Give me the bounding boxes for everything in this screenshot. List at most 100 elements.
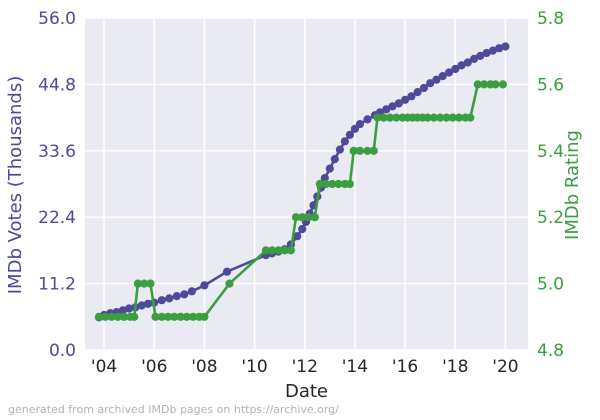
x-tick: '18 [442, 357, 468, 377]
imdb-votes-thousands-marker [470, 54, 479, 64]
imdb-rating-marker [448, 113, 457, 122]
imdb-votes-thousands-marker [143, 299, 153, 308]
imdb-votes-thousands-marker [444, 68, 454, 77]
imdb-rating-marker [130, 312, 139, 321]
imdb-votes-thousands-marker [325, 164, 334, 173]
imdb-rating-marker [373, 113, 382, 122]
imdb-rating-marker [322, 179, 331, 189]
imdb-rating-marker [369, 146, 378, 155]
imdb-votes-thousands-marker [165, 294, 174, 303]
imdb-rating-marker [163, 312, 173, 321]
imdb-rating-marker [101, 312, 110, 321]
imdb-rating-marker [113, 312, 122, 321]
imdb-rating-marker [182, 312, 191, 321]
imdb-votes-thousands-marker [407, 92, 416, 101]
plot-background [85, 18, 528, 350]
imdb-rating-marker [261, 246, 270, 255]
imdb-rating-marker [498, 80, 507, 89]
imdb-rating-marker [480, 80, 489, 89]
imdb-rating-marker [146, 279, 155, 288]
imdb-votes-thousands-marker [501, 42, 510, 51]
imdb-rating-marker [291, 213, 301, 222]
imdb-rating-marker [334, 179, 343, 189]
y-tick-right: 4.8 [537, 341, 564, 361]
imdb-rating-marker [473, 80, 482, 89]
imdb-votes-thousands-marker [355, 120, 364, 129]
imdb-votes-thousands-marker [488, 46, 497, 55]
imdb-votes-thousands-marker [419, 83, 428, 93]
source-caption: generated from archived IMDb pages on ht… [8, 403, 339, 416]
imdb-votes-thousands-marker [330, 155, 339, 164]
imdb-rating-marker [429, 113, 438, 122]
imdb-votes-thousands-marker [363, 115, 372, 124]
y-axis-label-left: IMDb Votes (Thousands) [5, 75, 26, 295]
imdb-votes-thousands-marker [463, 58, 472, 67]
imdb-rating-marker [345, 179, 354, 189]
imdb-rating-marker [94, 312, 104, 321]
y-tick-left: 33.6 [38, 142, 76, 162]
imdb-votes-thousands-marker [187, 287, 196, 296]
imdb-votes-thousands-marker [200, 281, 209, 290]
y-axis-label-right: IMDb Rating [562, 130, 583, 240]
imdb-votes-thousands-marker [388, 102, 397, 111]
imdb-rating-marker [328, 179, 337, 189]
imdb-rating-marker [466, 113, 475, 122]
y-tick-left: 44.8 [38, 75, 76, 95]
imdb-rating-marker [140, 279, 149, 288]
imdb-rating-marker [392, 113, 401, 122]
imdb-rating-marker [355, 146, 364, 155]
x-tick: '10 [241, 357, 267, 377]
imdb-votes-thousands-marker [340, 137, 349, 146]
imdb-rating-marker [225, 279, 234, 288]
y-tick-right: 5.8 [537, 9, 564, 29]
imdb-votes-thousands-marker [482, 48, 491, 58]
imdb-votes-thousands-marker [298, 225, 307, 234]
y-tick-left: 56.0 [38, 9, 76, 29]
imdb-rating-marker [454, 113, 464, 122]
y-tick-left: 22.4 [38, 208, 76, 228]
imdb-votes-thousands-marker [426, 79, 435, 88]
imdb-rating-marker [423, 113, 432, 122]
imdb-rating-marker [310, 213, 319, 222]
imdb-votes-thousands-marker [394, 99, 403, 108]
imdb-rating-marker [107, 312, 116, 321]
x-tick: '04 [91, 357, 117, 377]
imdb-votes-thousands-marker [438, 72, 447, 81]
x-tick: '16 [392, 357, 418, 377]
imdb-votes-thousands-marker [118, 306, 127, 315]
imdb-rating-marker [436, 113, 445, 122]
imdb-rating-marker [176, 312, 185, 321]
imdb-rating-marker [304, 213, 313, 222]
imdb-votes-thousands-marker [137, 301, 146, 310]
x-tick: '06 [141, 357, 167, 377]
imdb-votes-thousands-marker [457, 61, 466, 70]
imdb-votes-thousands-marker [335, 145, 344, 154]
imdb-rating-marker [379, 113, 388, 122]
imdb-rating-marker [363, 146, 372, 155]
imdb-rating-marker [120, 312, 129, 321]
imdb-rating-marker [157, 312, 166, 321]
imdb-rating-marker [315, 179, 324, 189]
imdb-rating-marker [189, 312, 198, 321]
x-axis-label: Date [284, 381, 329, 402]
imdb-votes-thousands-marker [172, 292, 181, 301]
x-tick: '14 [342, 357, 368, 377]
imdb-votes-thousands-marker [382, 105, 391, 114]
x-tick: '12 [292, 357, 318, 377]
imdb-votes-thousands-marker [495, 44, 504, 53]
imdb-votes-thousands-marker [125, 304, 134, 313]
imdb-votes-thousands-marker [413, 88, 422, 97]
y-tick-right: 5.2 [537, 208, 564, 228]
imdb-votes-thousands-marker [401, 95, 410, 104]
imdb-rating-marker [442, 113, 451, 122]
imdb-rating-marker [151, 312, 160, 321]
imdb-rating-marker [491, 80, 500, 89]
imdb-rating-marker [298, 213, 307, 222]
imdb-rating-marker [200, 312, 209, 321]
imdb-votes-thousands-marker [157, 296, 166, 305]
imdb-rating-marker [385, 113, 395, 122]
imdb-rating-marker [286, 246, 295, 255]
imdb-rating-marker [274, 246, 283, 255]
